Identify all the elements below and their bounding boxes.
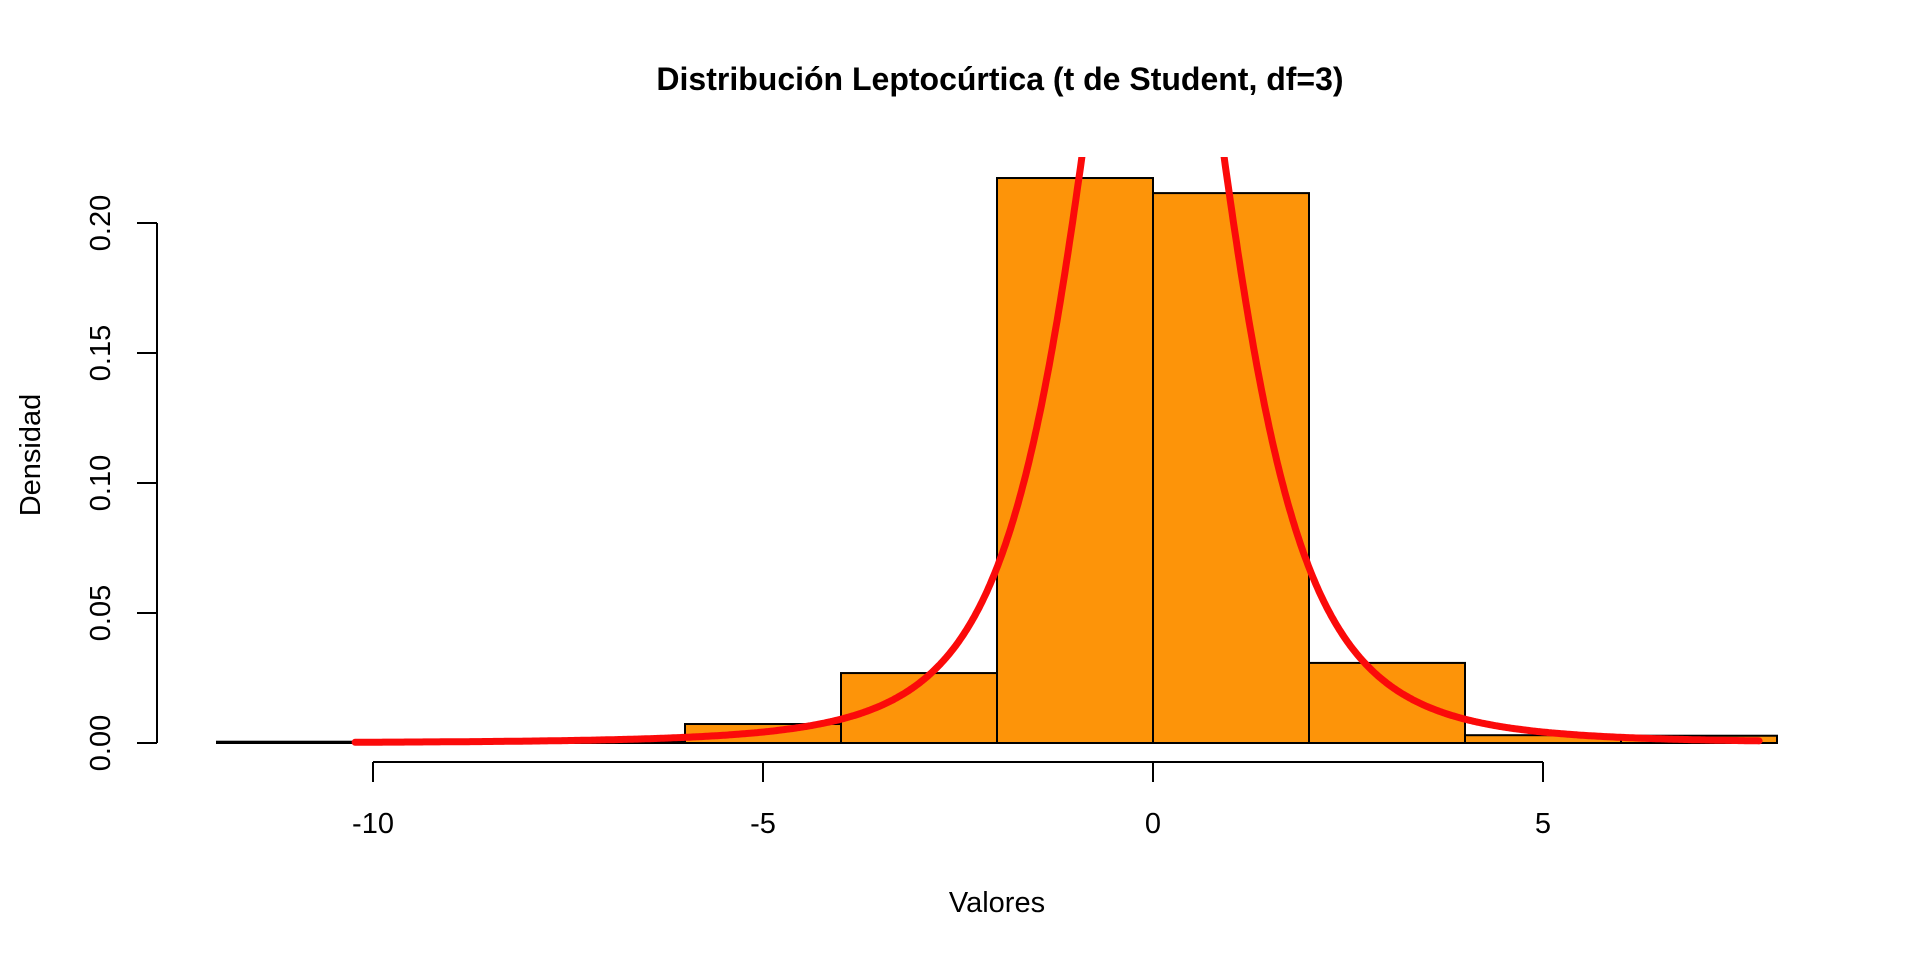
x-tick-label: -5 [750,808,776,840]
y-tick-label: 0.00 [85,715,117,771]
x-tick-label: 0 [1145,808,1161,840]
density-curve [351,157,1763,746]
y-axis: 0.00 0.05 0.10 0.15 0.20 [85,195,158,771]
y-tick-label: 0.15 [85,325,117,381]
density-curve-line [351,157,1763,746]
histogram-bar [1152,192,1310,745]
x-tick-label: -10 [352,808,394,840]
histogram-bar [996,177,1154,744]
y-tick-label: 0.20 [85,195,117,251]
histogram-bar [1308,661,1466,744]
y-axis-label: Densidad [15,394,47,517]
y-tick-label: 0.05 [85,585,117,641]
chart-title: Distribución Leptocúrtica (t de Student,… [656,61,1343,97]
histogram-bars [216,177,1778,745]
x-axis: -10 -5 0 5 [352,761,1551,840]
y-tick-label: 0.10 [85,455,117,511]
histogram-bar [216,740,374,745]
x-axis-label: Valores [949,887,1045,919]
x-tick-label: 5 [1535,808,1551,840]
